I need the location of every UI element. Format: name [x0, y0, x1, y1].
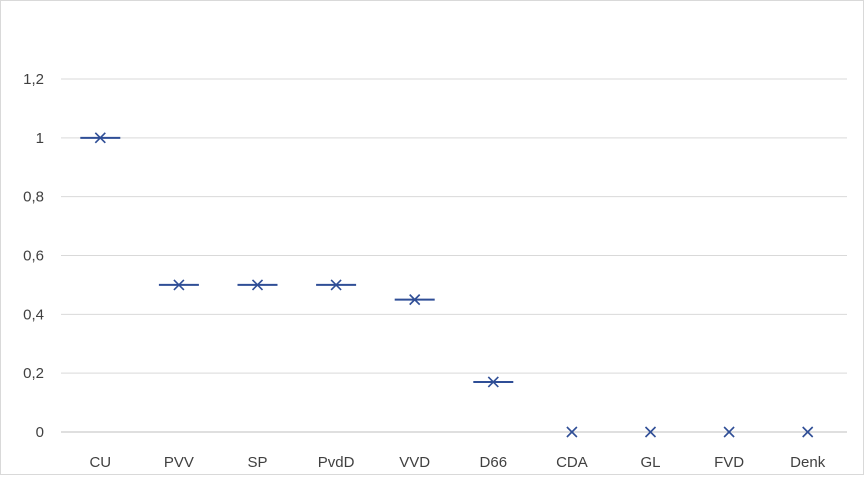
data-point — [644, 426, 657, 438]
data-point — [566, 426, 578, 438]
data-point — [158, 279, 199, 291]
x-tick-label: PvdD — [318, 454, 355, 471]
data-point-x-stroke — [409, 294, 421, 306]
x-tick-label: D66 — [480, 454, 508, 471]
data-point-x-stroke — [173, 279, 185, 291]
data-point-x-stroke — [802, 426, 814, 438]
x-tick-label: PVV — [164, 454, 194, 471]
y-tick-label: 0,4 — [23, 306, 44, 323]
x-axis-tick-labels: CU PVV SP PvdD VVD D66 CDA GL FVD Denk — [89, 454, 825, 471]
data-point-x-stroke — [487, 376, 499, 388]
x-tick-label: CDA — [556, 454, 588, 471]
y-tick-label: 1,2 — [23, 71, 44, 88]
x-tick-label: FVD — [714, 454, 744, 471]
data-markers — [80, 132, 814, 438]
data-point-x-stroke — [330, 279, 342, 291]
data-point-x-stroke — [644, 426, 657, 438]
y-axis-tick-labels: 0 0,2 0,4 0,6 0,8 1 1,2 — [23, 71, 44, 441]
y-tick-label: 0,8 — [23, 189, 44, 206]
y-tick-label: 0,2 — [23, 365, 44, 382]
y-tick-label: 1 — [36, 130, 44, 147]
x-tick-label: SP — [247, 454, 267, 471]
x-tick-label: CU — [89, 454, 111, 471]
data-point — [394, 294, 435, 306]
data-point-x-stroke — [566, 426, 578, 438]
x-tick-label: VVD — [399, 454, 430, 471]
gridlines — [61, 78, 847, 433]
data-point-x-stroke — [723, 426, 735, 438]
y-tick-label: 0,6 — [23, 248, 44, 265]
data-point-x-stroke — [251, 279, 264, 291]
data-point — [473, 376, 514, 388]
y-tick-label: 0 — [36, 424, 44, 441]
data-point — [802, 426, 814, 438]
x-tick-label: GL — [640, 454, 660, 471]
data-point — [723, 426, 735, 438]
data-point — [316, 279, 357, 291]
x-tick-label: Denk — [790, 454, 826, 471]
data-point — [237, 279, 278, 291]
data-point-x-stroke — [94, 132, 106, 144]
data-point — [80, 132, 121, 144]
